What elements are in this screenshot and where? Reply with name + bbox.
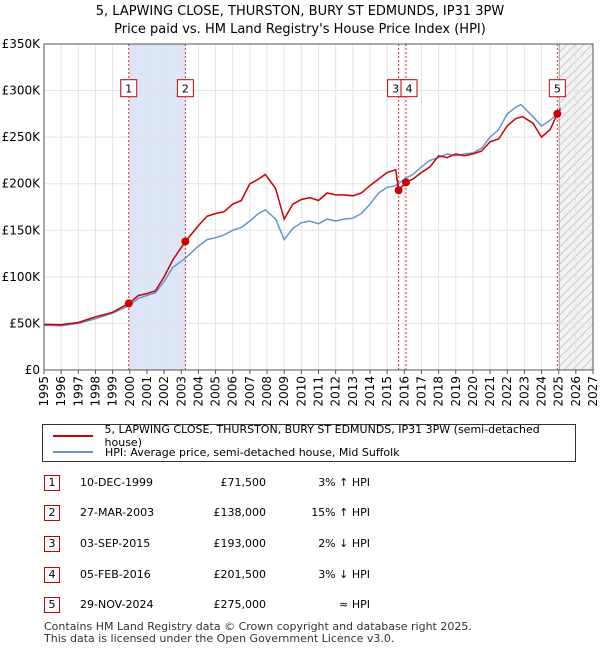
x-tick-label: 2004	[191, 376, 205, 407]
x-tick-label: 2002	[157, 376, 171, 407]
sale-hpi-comparison: 3% ↓ HPI	[318, 568, 370, 581]
x-tick-label: 2020	[466, 376, 480, 407]
sale-marker-rect	[548, 79, 566, 98]
y-tick-label: £250K	[2, 130, 42, 144]
y-tick-label: £350K	[2, 37, 42, 51]
x-tick-label: 2023	[517, 376, 531, 407]
sale-price: £201,500	[213, 568, 267, 581]
footer-license: This data is licensed under the Open Gov…	[44, 632, 395, 645]
x-tick-label: 1999	[106, 376, 120, 407]
sale-marker-box-4: 4	[400, 79, 418, 98]
x-tick-label: 2016	[397, 376, 411, 407]
sale-marker-rect	[120, 79, 138, 98]
x-tick-label: 2003	[174, 376, 188, 407]
y-tick-label: £0	[25, 363, 40, 377]
sale-hpi-comparison: 15% ↑ HPI	[311, 506, 370, 519]
x-tick-label: 2000	[123, 376, 137, 407]
sale-marker-label: 5	[554, 83, 561, 96]
y-tick-label: £50K	[9, 316, 41, 330]
x-tick-label: 2008	[260, 376, 274, 407]
sale-point	[394, 186, 403, 195]
chart-title: 5, LAPWING CLOSE, THURSTON, BURY ST EDMU…	[95, 4, 505, 19]
sale-price: £193,000	[213, 537, 267, 550]
sale-price: £71,500	[220, 476, 267, 489]
x-tick-label: 2005	[209, 376, 223, 407]
x-tick-label: 2006	[226, 376, 240, 407]
x-tick-label: 2001	[140, 376, 154, 407]
y-tick-label: £150K	[2, 223, 42, 237]
hpi-series-line	[43, 103, 562, 327]
y-tick-label: £200K	[2, 177, 42, 191]
x-tick-label: 2010	[294, 376, 308, 407]
x-tick-label: 2012	[329, 376, 343, 407]
sale-point	[401, 178, 410, 187]
sale-hpi-comparison: ≈ HPI	[339, 598, 370, 611]
sale-number-badge: 2	[44, 505, 60, 521]
sale-number-badge: 4	[44, 567, 60, 583]
sale-marker-box-1: 1	[120, 79, 138, 98]
table-row: 5 29-NOV-2024 £275,000 ≈ HPI	[0, 597, 600, 617]
sale-marker-label: 3	[392, 83, 399, 96]
sale-number-badge: 5	[44, 597, 60, 613]
legend-item-property: 5, LAPWING CLOSE, THURSTON, BURY ST EDMU…	[53, 423, 575, 449]
sale-point	[553, 109, 562, 118]
sale-marker-label: 1	[125, 83, 132, 96]
sale-hpi-comparison: 3% ↑ HPI	[318, 476, 370, 489]
ownership-period-shade	[128, 44, 186, 370]
sale-date: 27-MAR-2003	[80, 506, 155, 519]
sale-point	[181, 237, 190, 246]
table-row: 3 03-SEP-2015 £193,000 2% ↓ HPI	[0, 536, 600, 556]
table-row: 2 27-MAR-2003 £138,000 15% ↑ HPI	[0, 505, 600, 525]
x-tick-label: 2021	[483, 376, 497, 407]
legend: 5, LAPWING CLOSE, THURSTON, BURY ST EDMU…	[42, 423, 576, 462]
sale-marker-box-5: 5	[548, 79, 566, 98]
chart-subtitle: Price paid vs. HM Land Registry's House …	[114, 22, 486, 37]
x-tick-label: 1996	[54, 376, 68, 407]
legend-swatch-property	[53, 435, 93, 437]
x-tick-label: 2026	[569, 376, 583, 407]
x-tick-label: 2007	[243, 376, 257, 407]
sale-price: £275,000	[213, 598, 267, 611]
x-tick-label: 2019	[449, 376, 463, 407]
x-tick-label: 2027	[586, 376, 600, 407]
sale-number-badge: 1	[44, 475, 60, 491]
sale-marker-label: 2	[182, 83, 189, 96]
x-tick-label: 2017	[414, 376, 428, 407]
price-chart: 1 2 3 4 5 £0 £50K £100K £150K £200K £250K £300K £350…	[2, 37, 600, 407]
legend-label-property: 5, LAPWING CLOSE, THURSTON, BURY ST EDMU…	[104, 423, 540, 449]
sale-marker-box-2: 2	[176, 79, 194, 98]
x-tick-label: 2022	[500, 376, 514, 407]
footer-copyright: Contains HM Land Registry data © Crown c…	[44, 620, 472, 633]
legend-swatch-hpi	[53, 451, 93, 453]
x-tick-label: 2018	[432, 376, 446, 407]
x-tick-label: 2011	[312, 376, 326, 407]
sale-date: 29-NOV-2024	[80, 598, 154, 611]
x-tick-label: 2025	[552, 376, 566, 407]
x-tick-label: 1998	[88, 376, 102, 407]
x-tick-label: 2015	[380, 376, 394, 407]
x-tick-label: 2009	[277, 376, 291, 407]
x-tick-label: 1995	[37, 376, 51, 407]
property-series-line	[43, 108, 562, 326]
x-tick-label: 2024	[535, 376, 549, 407]
legend-item-hpi: HPI: Average price, semi-detached house,…	[53, 444, 400, 460]
table-row: 1 10-DEC-1999 £71,500 3% ↑ HPI	[0, 475, 600, 495]
x-tick-label: 2013	[346, 376, 360, 407]
sale-marker-rect	[176, 79, 194, 98]
legend-label-hpi: HPI: Average price, semi-detached house,…	[105, 445, 400, 459]
x-tick-label: 2014	[363, 376, 377, 407]
sale-marker-label: 4	[405, 83, 412, 96]
y-tick-label: £100K	[2, 270, 42, 284]
table-row: 4 05-FEB-2016 £201,500 3% ↓ HPI	[0, 567, 600, 587]
y-tick-label: £300K	[2, 84, 42, 98]
sale-date: 03-SEP-2015	[80, 537, 151, 550]
x-tick-label: 1997	[71, 376, 85, 407]
sale-date: 10-DEC-1999	[80, 476, 154, 489]
sale-marker-rect	[400, 79, 418, 98]
sale-price: £138,000	[213, 506, 267, 519]
sale-point	[124, 299, 133, 308]
sale-date: 05-FEB-2016	[80, 568, 151, 581]
sale-number-badge: 3	[44, 536, 60, 552]
sale-hpi-comparison: 2% ↓ HPI	[318, 537, 370, 550]
